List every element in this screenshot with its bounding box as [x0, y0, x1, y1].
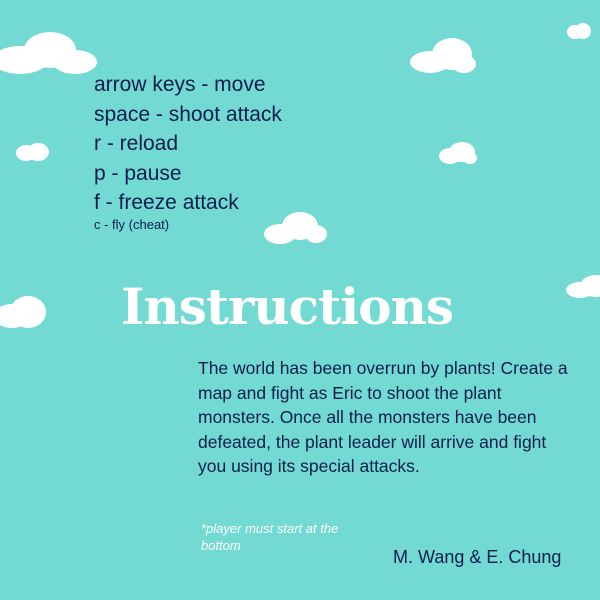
- cloud-icon: [567, 23, 591, 39]
- control-pause: p - pause: [94, 161, 182, 185]
- cloud-icon: [0, 32, 97, 74]
- credits: M. Wang & E. Chung: [393, 547, 562, 567]
- control-fly-cheat: c - fly (cheat): [94, 216, 170, 232]
- story-description: The world has been overrun by plants! Cr…: [198, 358, 568, 476]
- control-reload: r - reload: [94, 132, 179, 155]
- control-move: arrow keys - move: [94, 73, 266, 96]
- start-note: *player must start at the bottom: [201, 521, 339, 553]
- cloud-icon: [264, 212, 327, 244]
- control-shoot: space - shoot attack: [94, 102, 282, 126]
- cloud-icon: [0, 296, 46, 328]
- cloud-icon: [439, 142, 477, 164]
- cloud-icon: [566, 275, 600, 298]
- page-title: Instructions: [121, 277, 454, 336]
- cloud-icon: [16, 143, 49, 161]
- controls-list: arrow keys - move space - shoot attack r…: [94, 70, 282, 232]
- control-freeze: f - freeze attack: [94, 191, 239, 214]
- cloud-icon: [410, 38, 476, 73]
